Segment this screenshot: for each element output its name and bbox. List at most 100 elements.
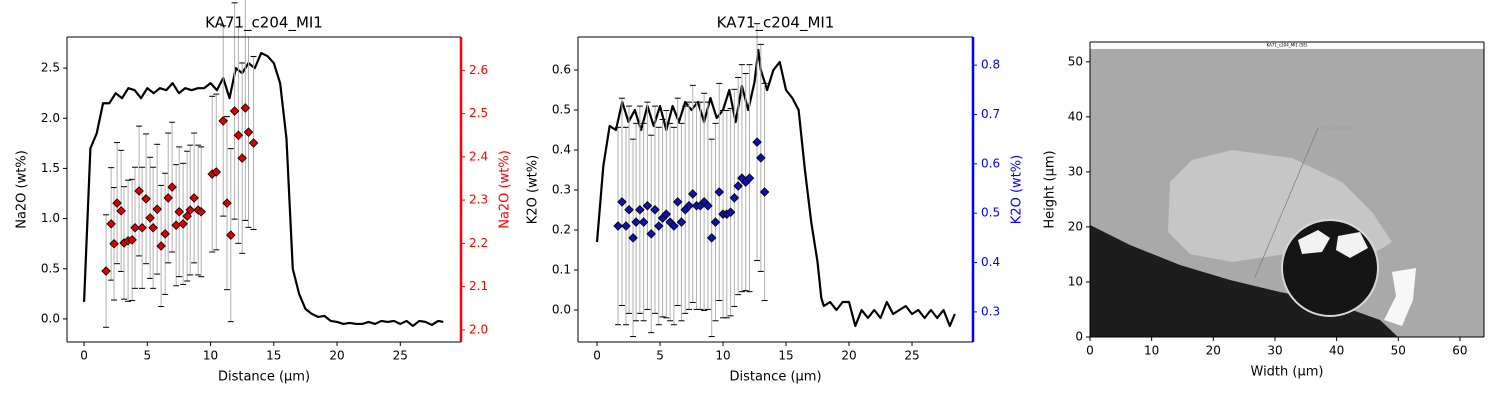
y-tick-label: 20 — [1068, 219, 1083, 233]
y2-tick-label: 2.4 — [469, 149, 488, 163]
x-tick-label: 0 — [1086, 344, 1094, 358]
x-tick-label: 10 — [203, 349, 218, 363]
image-title: KA71_c204_MI1 (SE) — [1267, 43, 1308, 48]
y2-tick-label: 0.5 — [981, 206, 1000, 220]
y-tick-label: 0.4 — [552, 143, 571, 157]
data-point — [248, 138, 259, 148]
data-point — [661, 209, 672, 219]
x-tick-label: 15 — [778, 349, 793, 363]
data-point — [152, 204, 162, 214]
data-point — [621, 221, 631, 231]
data-point — [141, 194, 151, 204]
data-point — [178, 219, 188, 229]
data-point — [112, 198, 122, 208]
data-point — [130, 223, 140, 233]
data-point — [148, 223, 158, 233]
data-point — [617, 197, 627, 207]
data-point — [756, 153, 766, 163]
y-tick-label: 0.5 — [552, 103, 571, 117]
profile-label: KA71_c204_MI1 — [1320, 125, 1352, 130]
y-tick-label: 2.0 — [41, 111, 60, 125]
y-tick-label: 0.6 — [552, 63, 571, 77]
data-point — [688, 189, 698, 199]
x-tick-label: 60 — [1452, 344, 1467, 358]
data-point — [167, 182, 177, 192]
data-point — [237, 153, 247, 163]
data-point — [684, 201, 694, 211]
y2-tick-label: 2.0 — [469, 322, 488, 336]
x-tick-label: 10 — [1144, 344, 1159, 358]
sem-image: KA71_c204_MI1 (SE) KA71_c204_MI1 — [1090, 42, 1484, 337]
data-point — [196, 207, 206, 217]
chart-title: KA71_c204_MI1 — [205, 14, 323, 33]
y2-tick-label: 0.8 — [981, 58, 1000, 72]
y2-tick-label: 2.2 — [469, 236, 488, 250]
data-point — [706, 233, 717, 243]
data-point — [182, 211, 192, 221]
y-tick-label: 2.5 — [41, 61, 60, 75]
data-point — [218, 116, 228, 126]
x-axis-label: Distance (µm) — [218, 370, 310, 385]
data-point — [156, 241, 166, 251]
bright-phase — [1298, 230, 1330, 254]
data-point — [127, 235, 137, 245]
data-point — [226, 230, 236, 240]
y2-tick-label: 0.3 — [981, 304, 1000, 318]
data-point — [106, 219, 116, 229]
y2-tick-label: 0.7 — [981, 107, 1000, 121]
data-point — [134, 186, 144, 196]
y-tick-label: 30 — [1068, 164, 1083, 178]
data-point — [613, 221, 623, 231]
data-point — [703, 201, 713, 211]
data-point — [752, 137, 762, 147]
data-point — [240, 103, 251, 113]
y-axis-label: K2O (wt%) — [526, 155, 541, 224]
profile-line — [1254, 127, 1319, 278]
data-point — [733, 181, 743, 191]
melt-inclusion — [1281, 219, 1379, 317]
y-tick-label: 0.2 — [552, 223, 571, 237]
y2-tick-label: 0.6 — [981, 156, 1000, 170]
y-axis-label: Height (µm) — [1043, 150, 1058, 228]
y-axis-label: Na2O (wt%) — [15, 150, 30, 229]
y2-axis-label: Na2O (wt%) — [498, 150, 513, 229]
data-point — [725, 207, 736, 217]
bright-phase — [1336, 232, 1368, 258]
x-tick-label: 20 — [841, 349, 856, 363]
data-point — [233, 130, 244, 140]
data-point — [624, 204, 634, 215]
data-point — [163, 193, 173, 203]
chart-title: KA71_c204_MI1 — [717, 14, 835, 33]
data-point — [672, 197, 683, 207]
y-tick-label: 0.5 — [41, 261, 60, 275]
data-point — [669, 221, 679, 231]
y2-tick-label: 2.1 — [469, 279, 488, 293]
y-tick-label: 1.0 — [41, 211, 60, 225]
x-tick-label: 40 — [1329, 344, 1344, 358]
x-tick-label: 5 — [143, 349, 151, 363]
data-point — [638, 217, 649, 227]
y-tick-label: 0.0 — [41, 311, 60, 325]
data-point — [101, 266, 111, 276]
data-point — [137, 223, 147, 233]
y-tick-label: 10 — [1068, 274, 1083, 288]
data-point — [653, 221, 664, 231]
data-point — [174, 207, 184, 217]
y2-tick-label: 0.4 — [981, 255, 1000, 269]
x-tick-label: 50 — [1391, 344, 1406, 358]
data-point — [710, 217, 721, 227]
y-tick-label: 50 — [1068, 54, 1083, 68]
data-point — [642, 201, 653, 211]
y-tick-label: 0.3 — [552, 183, 571, 197]
data-point — [729, 193, 740, 203]
image-header — [1090, 42, 1484, 49]
y2-tick-label: 2.3 — [469, 193, 488, 207]
data-point — [646, 229, 656, 239]
x-axis-label: Width (µm) — [1251, 365, 1324, 380]
y-tick-label: 0.1 — [552, 263, 571, 277]
data-point — [189, 193, 199, 203]
y-tick-label: 40 — [1068, 109, 1083, 123]
data-point — [650, 204, 660, 215]
data-point — [714, 187, 725, 197]
